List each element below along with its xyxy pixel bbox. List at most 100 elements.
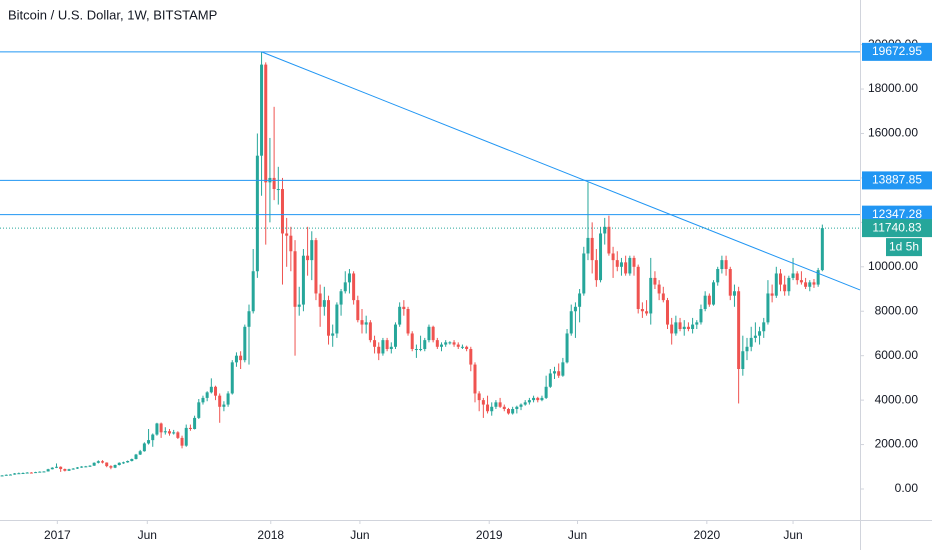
candle-body xyxy=(578,293,582,307)
candle-body xyxy=(448,342,452,344)
candle-body xyxy=(820,228,824,271)
candle-body xyxy=(540,397,544,401)
candle-body xyxy=(38,471,42,473)
y-tick-label: 10000.00 xyxy=(868,259,918,273)
last-price-box xyxy=(862,219,932,238)
y-tick-label: 8000.00 xyxy=(875,303,919,317)
candle-body xyxy=(109,466,113,468)
last-price-label: 11740.83 xyxy=(872,220,921,234)
candle-body xyxy=(142,443,146,452)
candle-body xyxy=(201,397,205,403)
candle-body xyxy=(134,454,138,460)
candle-body xyxy=(582,253,586,294)
candle-body xyxy=(707,295,711,305)
candle-body xyxy=(272,177,276,190)
candle-body xyxy=(653,277,657,285)
candle-body xyxy=(92,462,96,466)
candle-body xyxy=(276,189,280,191)
y-tick-label: 2000.00 xyxy=(875,437,919,451)
x-tick-label: 2020 xyxy=(693,528,720,542)
candle-body xyxy=(431,326,435,341)
candle-body xyxy=(527,400,531,403)
candle-body xyxy=(163,431,167,433)
candle-body xyxy=(565,333,569,363)
candle-body xyxy=(117,462,121,466)
candle-body xyxy=(615,260,619,267)
candle-body xyxy=(80,466,84,468)
candle-body xyxy=(71,468,75,470)
candle-body xyxy=(0,475,4,477)
candle-body xyxy=(695,322,699,325)
candle-body xyxy=(347,273,351,283)
candle-body xyxy=(222,404,226,407)
candle-body xyxy=(532,397,536,401)
candle-body xyxy=(452,342,456,345)
candle-body xyxy=(728,269,732,296)
candle-body xyxy=(686,326,690,330)
candle-body xyxy=(636,266,640,310)
y-tick-label: 18000.00 xyxy=(868,81,918,95)
candle-body xyxy=(402,306,406,310)
candle-body xyxy=(440,344,444,347)
candle-body xyxy=(75,467,79,469)
candle-body xyxy=(126,461,130,463)
candle-body xyxy=(63,469,67,471)
candle-body xyxy=(226,393,230,405)
y-tick-label: 4000.00 xyxy=(875,392,919,406)
candle-body xyxy=(398,306,402,325)
candle-body xyxy=(327,300,331,336)
axes: 0.00 2000.00 4000.00 6000.00 8000.00 10000.00… xyxy=(44,37,932,542)
chart-title: Bitcoin / U.S. Dollar, 1W, BITSTAMP xyxy=(8,7,217,22)
candle-body xyxy=(682,326,686,330)
candle-body xyxy=(511,409,515,414)
candle-body xyxy=(737,291,741,370)
candle-body xyxy=(377,346,381,354)
candle-body xyxy=(640,309,644,312)
y-tick-label: 6000.00 xyxy=(875,348,919,362)
candle-body xyxy=(310,240,314,261)
candle-body xyxy=(46,469,50,472)
candle-body xyxy=(732,291,736,296)
candle-body xyxy=(661,293,665,301)
candle-body xyxy=(741,351,745,370)
candle-body xyxy=(29,472,33,474)
x-tick-label: Jun xyxy=(783,528,802,542)
candle-body xyxy=(544,386,548,398)
x-tick-label: 2018 xyxy=(257,528,284,542)
price-label-box xyxy=(862,171,932,190)
candle-body xyxy=(130,459,134,462)
candle-body xyxy=(590,237,594,261)
candle-body xyxy=(230,362,234,394)
candle-body xyxy=(180,437,184,446)
y-tick-label: 0.00 xyxy=(895,481,919,495)
candle-body xyxy=(607,226,611,254)
candle-body xyxy=(255,155,259,272)
candle-body xyxy=(368,322,372,341)
candle-body xyxy=(54,466,58,468)
price-label: 12347.28 xyxy=(872,207,922,221)
candle-body xyxy=(799,280,803,283)
candle-body xyxy=(121,462,125,464)
candle-body xyxy=(561,362,565,376)
candle-body xyxy=(151,434,155,441)
candle-body xyxy=(285,233,289,236)
candle-body xyxy=(762,322,766,332)
candle-body xyxy=(25,472,29,474)
candle-body xyxy=(205,392,209,398)
x-tick-label: Jun xyxy=(138,528,157,542)
candle-body xyxy=(188,427,192,430)
candle-body xyxy=(419,349,423,351)
candle-body xyxy=(218,395,222,407)
candle-body xyxy=(138,451,142,455)
candle-body xyxy=(678,322,682,330)
candle-body xyxy=(753,335,757,338)
candle-body xyxy=(356,300,360,321)
candle-body xyxy=(67,469,71,471)
candle-body xyxy=(84,466,88,468)
candle-body xyxy=(17,473,21,475)
candle-body xyxy=(297,304,301,307)
candle-body xyxy=(477,393,481,401)
candle-body xyxy=(486,404,490,412)
candle-body xyxy=(214,386,218,396)
candle-body xyxy=(172,432,176,434)
